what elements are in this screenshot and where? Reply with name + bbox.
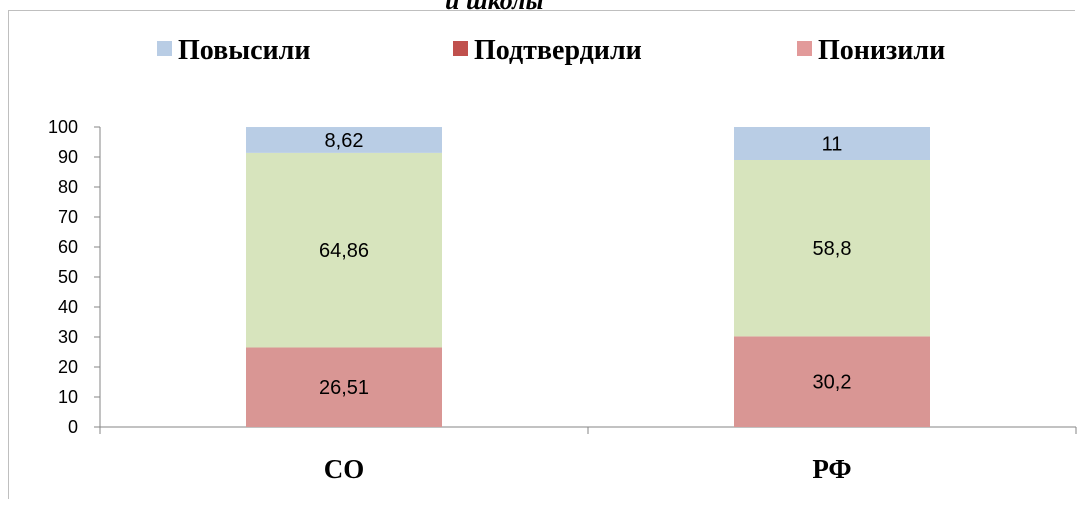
- y-tick-label: 80: [58, 177, 78, 197]
- y-axis: 0 10 20 30 40 50 60 70 80 90 100: [48, 117, 101, 437]
- y-tick-label: 50: [58, 267, 78, 287]
- y-tick-label: 70: [58, 207, 78, 227]
- y-tick-label: 0: [68, 417, 78, 437]
- bar-segment: [246, 127, 442, 153]
- x-axis: СО РФ: [99, 426, 1077, 484]
- bar-segment: [734, 336, 930, 427]
- bar-segment: [734, 160, 930, 337]
- legend-swatch: [157, 41, 172, 56]
- y-tick-label: 30: [58, 327, 78, 347]
- legend: Повысили Подтвердили Понизили: [157, 35, 945, 66]
- y-tick-label: 10: [58, 387, 78, 407]
- legend-label: Повысили: [178, 35, 310, 66]
- legend-swatch: [453, 41, 468, 56]
- bar-segment: [246, 347, 442, 427]
- y-tick-label: 40: [58, 297, 78, 317]
- chart-title-fragment: и школы: [445, 0, 544, 15]
- bars: 26,51 64,86 8,62 30,2 58,8 11: [246, 127, 930, 427]
- data-label: 58,8: [813, 238, 852, 260]
- legend-label: Подтвердили: [474, 35, 642, 66]
- data-label: 11: [822, 134, 843, 156]
- y-tick-label: 20: [58, 357, 78, 377]
- chart-frame: [8, 10, 1075, 499]
- bar-segment: [246, 152, 442, 348]
- y-tick-label: 60: [58, 237, 78, 257]
- data-label: 64,86: [319, 240, 369, 262]
- data-label: 8,62: [325, 130, 364, 152]
- x-category-label: РФ: [812, 454, 851, 484]
- data-label: 26,51: [319, 377, 369, 399]
- x-category-label: СО: [324, 454, 365, 484]
- bar-segment: [734, 127, 930, 160]
- y-tick-label: 90: [58, 147, 78, 167]
- legend-label: Понизили: [818, 35, 945, 66]
- y-tick-label: 100: [48, 117, 78, 137]
- data-label: 30,2: [813, 372, 852, 394]
- legend-swatch: [797, 41, 812, 56]
